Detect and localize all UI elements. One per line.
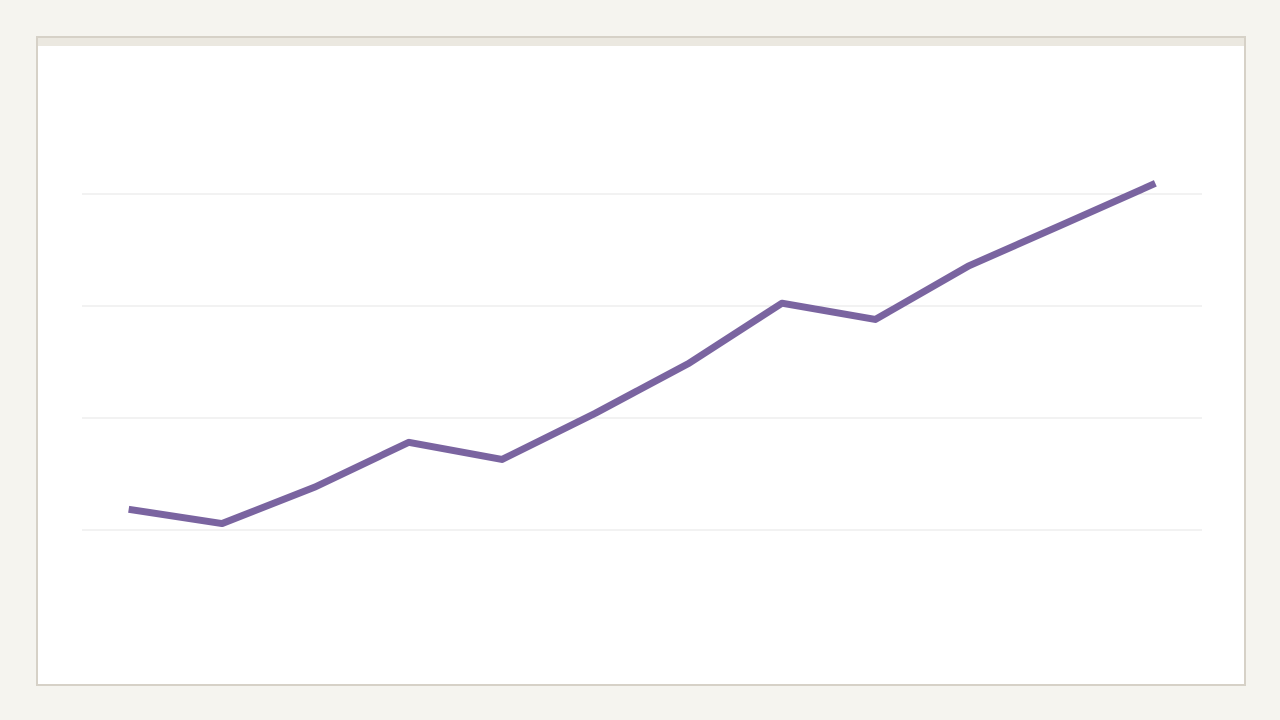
chart-frame (36, 36, 1246, 686)
data-point (592, 410, 598, 416)
data-point (499, 456, 505, 462)
grid-lines (82, 193, 1202, 531)
series-line-0 (128, 180, 1157, 528)
data-point (219, 521, 225, 527)
line-chart (82, 180, 1202, 531)
data-point (312, 484, 318, 490)
data-point (966, 263, 972, 269)
data-point (1059, 222, 1065, 228)
data-point (1152, 180, 1158, 186)
data-point (406, 439, 412, 445)
series-layer (126, 180, 1158, 528)
data-point (686, 360, 692, 366)
data-point (779, 300, 785, 306)
data-point (872, 316, 878, 322)
data-point (126, 506, 132, 512)
frame-top-bar (38, 38, 1244, 46)
